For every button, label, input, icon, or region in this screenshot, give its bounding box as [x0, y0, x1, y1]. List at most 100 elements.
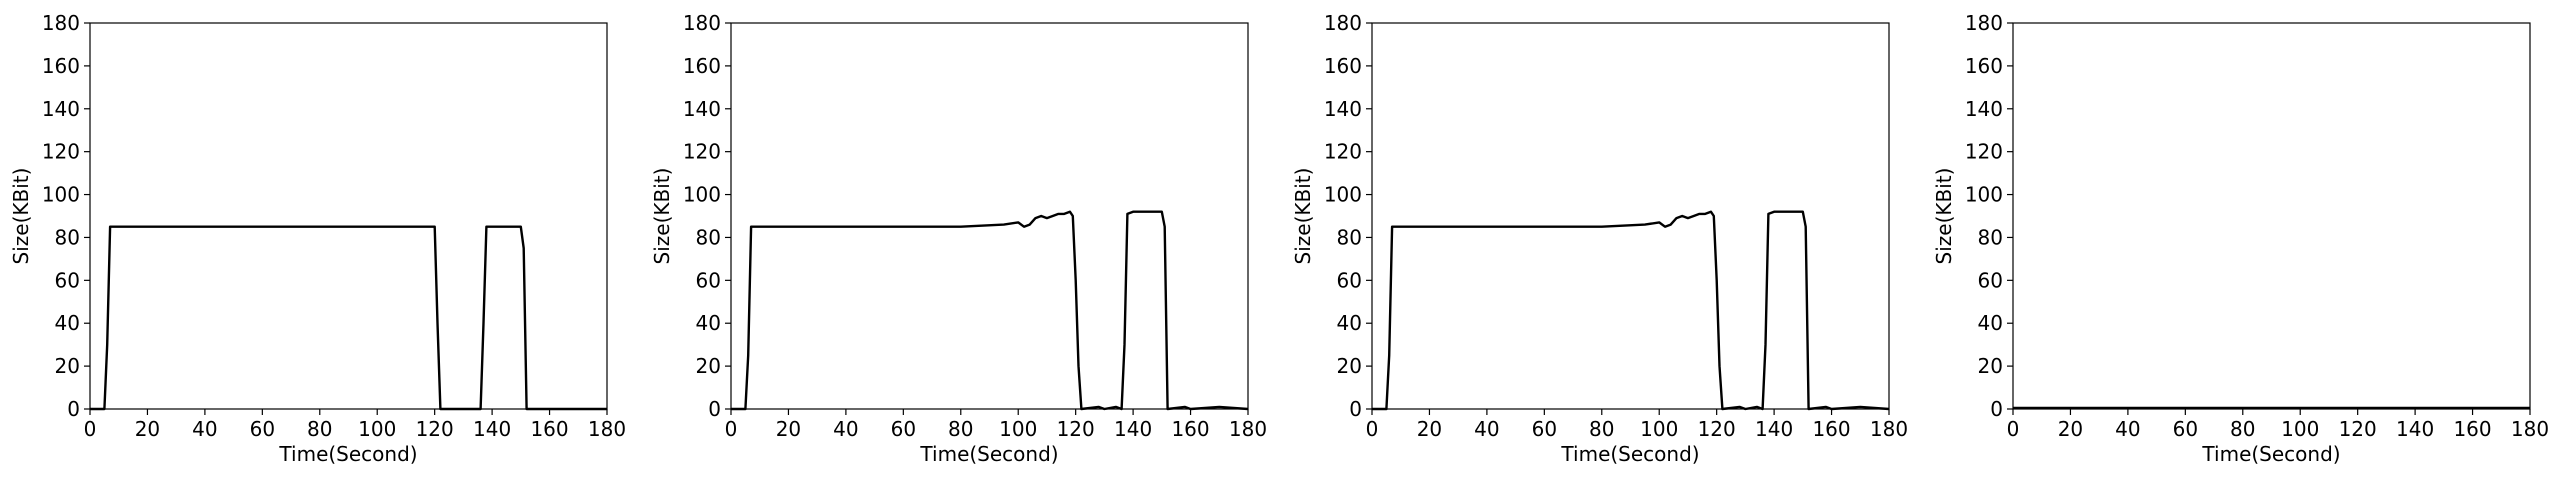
- y-tick-label: 160: [683, 54, 721, 78]
- x-tick-label: 40: [833, 417, 858, 441]
- y-tick-label: 80: [1978, 225, 2003, 249]
- y-tick-label: 20: [55, 354, 80, 378]
- y-tick-label: 0: [67, 397, 80, 421]
- x-axis-label: Time(Second): [278, 442, 417, 466]
- x-tick-label: 40: [1474, 417, 1499, 441]
- x-tick-label: 100: [2281, 417, 2319, 441]
- x-tick-label: 80: [2230, 417, 2255, 441]
- x-tick-label: 20: [135, 417, 160, 441]
- y-tick-label: 0: [1990, 397, 2003, 421]
- y-tick-label: 20: [1337, 354, 1362, 378]
- x-tick-label: 20: [776, 417, 801, 441]
- y-tick-label: 120: [1324, 140, 1362, 164]
- x-tick-label: 120: [1698, 417, 1736, 441]
- y-tick-label: 140: [1324, 97, 1362, 121]
- x-tick-label: 100: [358, 417, 396, 441]
- y-tick-label: 180: [42, 11, 80, 35]
- y-tick-label: 160: [42, 54, 80, 78]
- plot-frame: [89, 22, 608, 410]
- y-tick-label: 80: [55, 225, 80, 249]
- chart-panel-3: 0 20 40 60 80 100 120 140 160 180 0 20 40 60 80 100 120 1…: [1291, 11, 1908, 466]
- y-tick-label: 140: [683, 97, 721, 121]
- x-tick-label: 40: [2115, 417, 2140, 441]
- y-tick-label: 60: [1978, 268, 2003, 292]
- y-tick-label: 100: [1965, 183, 2003, 207]
- x-tick-label: 160: [530, 417, 568, 441]
- y-tick-label: 180: [1965, 11, 2003, 35]
- y-tick-label: 0: [708, 397, 721, 421]
- y-tick-label: 100: [683, 183, 721, 207]
- y-axis-label: Size(KBit): [650, 168, 674, 265]
- y-tick-label: 40: [1337, 311, 1362, 335]
- x-tick-label: 100: [999, 417, 1037, 441]
- series-line-1: [1372, 210, 1890, 411]
- x-tick-label: 0: [725, 417, 738, 441]
- y-tick-label: 60: [1337, 268, 1362, 292]
- y-tick-label: 140: [1965, 97, 2003, 121]
- y-tick-label: 120: [683, 140, 721, 164]
- y-tick-label: 160: [1965, 54, 2003, 78]
- y-tick-label: 180: [683, 11, 721, 35]
- y-tick-label: 80: [696, 225, 721, 249]
- y-tick-label: 20: [696, 354, 721, 378]
- x-tick-label: 0: [84, 417, 97, 441]
- x-axis-label: Time(Second): [1560, 442, 1699, 466]
- y-tick-label: 40: [696, 311, 721, 335]
- x-tick-label: 60: [2173, 417, 2198, 441]
- y-axis-label: Size(KBit): [9, 168, 33, 265]
- plot-frame: [730, 22, 1249, 410]
- x-tick-label: 120: [416, 417, 454, 441]
- y-axis-label: Size(KBit): [1291, 168, 1315, 265]
- plot-frame: [2012, 22, 2531, 410]
- y-tick-label: 80: [1337, 225, 1362, 249]
- x-tick-label: 0: [2007, 417, 2020, 441]
- plot-frame: [1371, 22, 1890, 410]
- x-tick-label: 20: [2058, 417, 2083, 441]
- x-tick-label: 160: [1171, 417, 1209, 441]
- chart-panel-4: 0 20 40 60 80 100 120 140 160 180 0 20 40 60 80 100 120 1…: [1932, 11, 2549, 466]
- x-tick-label: 80: [307, 417, 332, 441]
- y-tick-label: 100: [1324, 183, 1362, 207]
- x-tick-label: 20: [1417, 417, 1442, 441]
- x-axis-label: Time(Second): [919, 442, 1058, 466]
- x-tick-label: 80: [1589, 417, 1614, 441]
- y-tick-label: 60: [696, 268, 721, 292]
- x-axis-label: Time(Second): [2201, 442, 2340, 466]
- x-tick-label: 160: [1812, 417, 1850, 441]
- x-tick-label: 140: [1114, 417, 1152, 441]
- y-tick-label: 0: [1349, 397, 1362, 421]
- y-tick-label: 20: [1978, 354, 2003, 378]
- x-tick-label: 120: [2339, 417, 2377, 441]
- y-tick-label: 120: [1965, 140, 2003, 164]
- x-tick-label: 80: [948, 417, 973, 441]
- x-tick-label: 160: [2453, 417, 2491, 441]
- x-tick-label: 0: [1366, 417, 1379, 441]
- x-tick-label: 60: [250, 417, 275, 441]
- series-line-1: [731, 210, 1249, 411]
- x-tick-label: 180: [588, 417, 626, 441]
- x-tick-label: 60: [1532, 417, 1557, 441]
- y-tick-label: 160: [1324, 54, 1362, 78]
- x-tick-label: 60: [891, 417, 916, 441]
- x-tick-label: 180: [2511, 417, 2549, 441]
- x-tick-label: 180: [1229, 417, 1267, 441]
- x-tick-label: 40: [192, 417, 217, 441]
- y-tick-label: 120: [42, 140, 80, 164]
- y-tick-label: 140: [42, 97, 80, 121]
- y-tick-label: 60: [55, 268, 80, 292]
- y-tick-label: 40: [1978, 311, 2003, 335]
- x-tick-label: 180: [1870, 417, 1908, 441]
- chart-panel-1: 0 20 40 60 80 100 120 140 160 180 0 20 40 60 80 100 120 1…: [9, 11, 626, 466]
- x-tick-label: 140: [2396, 417, 2434, 441]
- x-tick-label: 120: [1057, 417, 1095, 441]
- x-tick-label: 140: [473, 417, 511, 441]
- x-tick-label: 100: [1640, 417, 1678, 441]
- x-tick-label: 140: [1755, 417, 1793, 441]
- y-tick-label: 100: [42, 183, 80, 207]
- y-tick-label: 180: [1324, 11, 1362, 35]
- y-tick-label: 40: [55, 311, 80, 335]
- chart-panel-2: 0 20 40 60 80 100 120 140 160 180 0 20 40 60 80 100 120 1…: [650, 11, 1267, 466]
- y-axis-label: Size(KBit): [1932, 168, 1956, 265]
